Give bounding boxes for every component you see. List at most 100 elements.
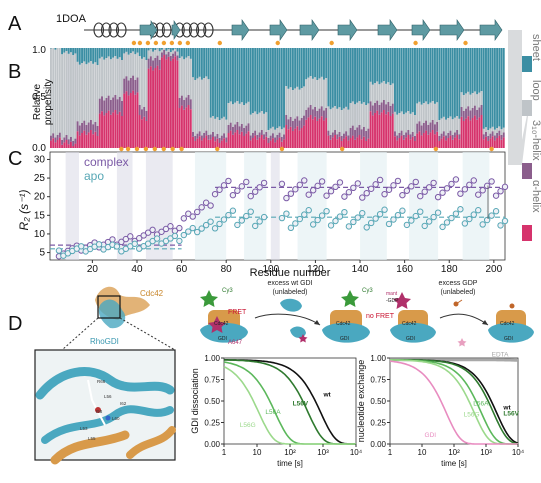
point-complex-res-171 <box>426 185 431 190</box>
bar-alpha-res-36 <box>128 95 130 148</box>
bar-loop-res-94 <box>256 114 258 135</box>
bar-alpha-res-9 <box>68 144 70 148</box>
point-apo-res-133 <box>342 209 347 214</box>
bar-helix310-res-137 <box>352 126 354 136</box>
bar-loop-res-156 <box>394 112 396 131</box>
bar-alpha-res-144 <box>367 139 369 148</box>
bar-loop-res-41 <box>139 56 141 105</box>
bar-helix310-res-15 <box>81 123 83 133</box>
bar-loop-res-73 <box>210 118 212 135</box>
bar-loop-res-90 <box>248 102 250 123</box>
beta-strand-0 <box>232 20 249 40</box>
legend-apo: apo <box>84 169 104 183</box>
point-complex-res-131 <box>337 180 342 185</box>
bar-alpha-res-71 <box>205 136 207 148</box>
bar-helix310-res-131 <box>339 132 341 137</box>
bar-loop-res-20 <box>92 64 94 124</box>
bar-sheet-res-205 <box>503 48 505 128</box>
chartDR-ytick-label-0: 0.00 <box>370 440 386 449</box>
bar-sheet-res-159 <box>401 48 403 111</box>
bar-loop-res-140 <box>359 101 361 125</box>
bar-sheet-res-90 <box>248 48 250 102</box>
bar-alpha-res-158 <box>398 138 400 148</box>
bar-helix310-res-98 <box>265 132 267 137</box>
cdc42-short-4: Cdc42 <box>500 321 515 327</box>
bar-helix310-res-88 <box>243 128 245 136</box>
bar-alpha-res-119 <box>312 119 314 148</box>
ytick-0-5: 0.5 <box>32 92 46 103</box>
bar-alpha-res-61 <box>183 110 185 148</box>
shade-band-C-3 <box>271 152 280 260</box>
bar-loop-res-29 <box>112 58 114 98</box>
bar-sheet-res-71 <box>205 48 207 76</box>
point-apo-res-57 <box>172 233 177 238</box>
bar-sheet-res-62 <box>185 48 187 58</box>
bar-sheet-res-186 <box>461 48 463 92</box>
bar-sheet-res-137 <box>352 48 354 101</box>
bar-loop-res-7 <box>63 53 65 138</box>
bar-helix310-res-99 <box>268 138 270 143</box>
point-apo-res-85 <box>235 222 240 227</box>
dot-C-top-8 <box>215 147 219 151</box>
bar-alpha-res-20 <box>92 134 94 148</box>
point-apo-res-187 <box>462 221 467 226</box>
bar-helix310-res-36 <box>128 80 130 95</box>
point-complex-res-59 <box>177 225 182 230</box>
bar-alpha-res-79 <box>223 138 225 148</box>
point-complex-res-179 <box>444 186 449 191</box>
bar-loop-res-183 <box>454 118 456 133</box>
point-apo-res-23 <box>96 242 101 247</box>
bar-helix310-res-85 <box>236 122 238 130</box>
bar-sheet-res-82 <box>230 48 232 101</box>
bar-alpha-res-135 <box>347 140 349 148</box>
bar-loop-res-115 <box>303 86 305 115</box>
bar-alpha-res-96 <box>261 135 263 148</box>
bar-alpha-res-49 <box>157 66 159 148</box>
bar-loop-res-159 <box>401 111 403 130</box>
bar-helix310-res-79 <box>223 133 225 138</box>
bar-loop-res-48 <box>154 50 156 58</box>
point-apo-res-97 <box>261 214 266 219</box>
exchange-arrowhead <box>482 320 488 325</box>
curve-label-GDI: GDI <box>425 432 437 439</box>
bar-helix310-res-66 <box>194 136 196 141</box>
bar-sheet-res-190 <box>469 48 471 95</box>
bar-alpha-res-128 <box>332 137 334 148</box>
bar-helix310-res-122 <box>319 109 321 119</box>
bar-alpha-res-46 <box>150 66 152 148</box>
bar-loop-res-96 <box>261 111 263 130</box>
bar-helix310-res-163 <box>410 134 412 139</box>
bar-sheet-res-194 <box>478 48 480 93</box>
bar-helix310-res-180 <box>447 133 449 138</box>
bar-sheet-res-14 <box>79 48 81 65</box>
bar-sheet-res-171 <box>427 48 429 104</box>
bar-helix310-res-145 <box>370 101 372 111</box>
bar-loop-res-43 <box>143 57 145 107</box>
bar-alpha-res-64 <box>190 109 192 148</box>
bar-helix310-res-65 <box>192 132 194 137</box>
bar-loop-res-118 <box>310 76 312 105</box>
curve-L56G <box>390 360 518 444</box>
point-complex-res-147 <box>373 182 378 187</box>
curve-label-EDTA: EDTA <box>492 351 510 358</box>
curve-label-L56V: L56V <box>503 411 519 418</box>
bar-sheet-res-135 <box>347 48 349 110</box>
point-apo-res-201 <box>493 209 498 214</box>
bar-loop-res-44 <box>145 60 147 111</box>
bar-alpha-res-16 <box>83 131 85 148</box>
point-apo-res-175 <box>435 210 440 215</box>
dot-B-top-11 <box>413 41 417 45</box>
ytick-label-25: 25 <box>34 173 46 184</box>
bar-alpha-res-38 <box>132 91 134 148</box>
point-complex-res-169 <box>422 189 427 194</box>
bar-alpha-res-82 <box>230 131 232 148</box>
bar-helix310-res-172 <box>430 122 432 132</box>
bar-alpha-res-182 <box>452 140 454 148</box>
bar-sheet-res-195 <box>481 48 483 91</box>
point-complex-res-55 <box>168 224 173 229</box>
point-complex-res-163 <box>409 184 414 189</box>
point-complex-res-197 <box>484 183 489 188</box>
bar-helix310-res-197 <box>485 132 487 137</box>
bar-helix310-res-67 <box>196 134 198 139</box>
bar-helix310-res-115 <box>303 116 305 126</box>
